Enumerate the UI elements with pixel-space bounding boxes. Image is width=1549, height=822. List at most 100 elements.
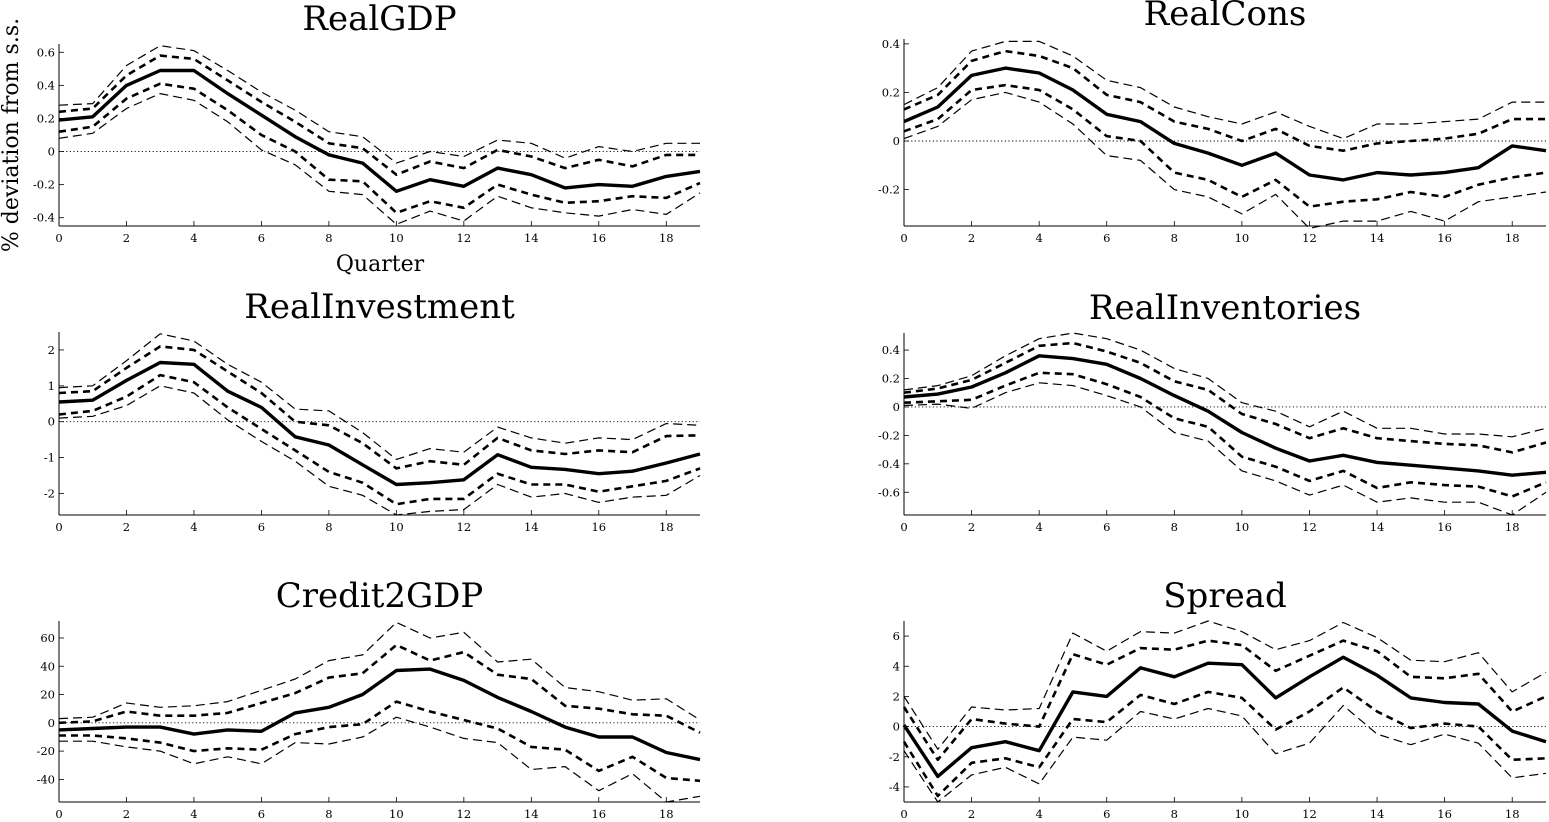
x-tick-label: 4 xyxy=(190,520,197,534)
series-line-dash-bold xyxy=(903,371,1547,498)
y-tick-label: 0 xyxy=(48,145,55,159)
x-tick-label: 16 xyxy=(1437,520,1452,534)
series-line-dash-bold xyxy=(58,643,701,734)
x-tick-label: 8 xyxy=(325,231,332,245)
panel-3: RealInventories -0.6 -0.4 -0.2 0 0.2 0.4 0 2 4 6 8 1… xyxy=(878,288,1547,534)
x-tick-label: 2 xyxy=(123,520,130,534)
x-tick-label: 16 xyxy=(1437,807,1452,821)
panel-title: Credit2GDP xyxy=(276,576,484,616)
x-tick-label: 6 xyxy=(1103,807,1110,821)
y-tick-label: 4 xyxy=(893,659,900,673)
y-tick-label: 60 xyxy=(40,631,55,645)
panel-0: RealGDP -0.4 -0.2 0 0.2 0.4 0.6 0 2 4 6 8 10 12 14 16 18 xyxy=(33,0,701,245)
x-tick-label: 14 xyxy=(524,520,539,534)
series-line-solid xyxy=(903,354,1547,477)
series-line-dash-bold xyxy=(58,82,701,215)
series-line-dash-thin xyxy=(58,45,700,164)
x-tick-label: 10 xyxy=(389,807,404,821)
series-line-dash-bold xyxy=(903,49,1546,152)
x-tick-label: 16 xyxy=(591,807,606,821)
x-tick-label: 8 xyxy=(325,807,332,821)
panel-title: RealGDP xyxy=(302,0,456,39)
x-tick-label: 4 xyxy=(1035,807,1042,821)
series-line-dash-thin xyxy=(58,621,701,721)
x-tick-label: 4 xyxy=(1035,520,1042,534)
y-tick-label: 2 xyxy=(893,689,900,703)
y-tick-label: 0 xyxy=(48,716,55,730)
x-tick-label: 0 xyxy=(55,231,62,245)
y-tick-label: 0 xyxy=(893,400,900,414)
x-tick-label: 12 xyxy=(457,231,472,245)
x-tick-label: 0 xyxy=(900,520,907,534)
x-tick-label: 16 xyxy=(591,520,606,534)
x-tick-label: 0 xyxy=(55,520,62,534)
x-tick-label: 18 xyxy=(1505,520,1520,534)
panel-title: Spread xyxy=(1163,576,1286,616)
y-tick-label: 2 xyxy=(48,343,55,357)
y-tick-label: -2 xyxy=(889,750,900,764)
x-tick-label: 2 xyxy=(968,807,975,821)
x-tick-label: 8 xyxy=(1171,231,1178,245)
x-tick-label: 10 xyxy=(1235,520,1250,534)
y-tick-label: 1 xyxy=(48,379,55,393)
panel-title: RealInvestment xyxy=(244,287,515,327)
series-line-dash-thin xyxy=(903,382,1547,516)
panel-title: RealCons xyxy=(1144,0,1307,34)
panel-4: Credit2GDP -40 -20 0 20 40 60 0 2 4 6 8 10 12 14 16 18 xyxy=(36,576,701,821)
x-tick-label: 18 xyxy=(1505,231,1520,245)
y-tick-label: 0 xyxy=(48,415,55,429)
y-tick-label: -0.2 xyxy=(33,178,55,192)
x-tick-label: 14 xyxy=(1370,520,1385,534)
x-tick-label: 6 xyxy=(258,231,265,245)
x-tick-label: 12 xyxy=(457,807,472,821)
y-tick-label: -2 xyxy=(44,486,55,500)
series-line-solid xyxy=(58,360,701,487)
x-tick-label: 14 xyxy=(1370,807,1385,821)
x-tick-label: 12 xyxy=(457,520,472,534)
figure-xlabel: Quarter xyxy=(336,252,425,277)
y-tick-label: -0.4 xyxy=(33,211,55,225)
x-tick-label: 18 xyxy=(659,520,674,534)
x-tick-label: 16 xyxy=(591,231,606,245)
x-tick-label: 4 xyxy=(190,807,197,821)
series-line-dash-thin xyxy=(59,716,701,803)
x-tick-label: 0 xyxy=(900,807,907,821)
series-line-dash-thin xyxy=(58,333,701,460)
figure-ylabel: % deviation from s.s. xyxy=(0,18,24,252)
y-tick-label: -1 xyxy=(44,451,55,465)
y-tick-label: 0.2 xyxy=(37,111,55,125)
x-tick-label: 10 xyxy=(389,520,404,534)
x-tick-label: 6 xyxy=(258,520,265,534)
x-tick-label: 16 xyxy=(1437,231,1452,245)
series-line-solid xyxy=(58,667,701,762)
series-line-dash-bold xyxy=(903,341,1547,454)
series-line-solid xyxy=(902,655,1547,779)
y-tick-label: -40 xyxy=(36,772,55,786)
y-tick-label: -0.2 xyxy=(878,183,900,197)
x-tick-label: 6 xyxy=(258,807,265,821)
y-tick-label: 20 xyxy=(40,688,55,702)
x-tick-label: 18 xyxy=(659,807,674,821)
y-tick-label: 6 xyxy=(893,629,900,643)
series-line-dash-bold xyxy=(58,345,701,470)
y-tick-label: -0.6 xyxy=(878,485,900,499)
x-tick-label: 6 xyxy=(1103,231,1110,245)
panel-1: RealCons -0.2 0 0.2 0.4 0 2 4 6 8 10 12 14 16 18 xyxy=(878,0,1547,245)
x-tick-label: 8 xyxy=(1171,807,1178,821)
x-tick-label: 14 xyxy=(1370,231,1385,245)
y-tick-label: 0.4 xyxy=(37,78,55,92)
y-tick-label: -0.4 xyxy=(878,457,900,471)
x-tick-label: 12 xyxy=(1302,807,1317,821)
x-tick-label: 0 xyxy=(900,231,907,245)
y-tick-label: 40 xyxy=(40,659,55,673)
series-line-dash-bold xyxy=(58,54,700,176)
x-tick-label: 4 xyxy=(190,231,197,245)
x-tick-label: 6 xyxy=(1103,520,1110,534)
x-tick-label: 18 xyxy=(659,231,674,245)
y-tick-label: 0.4 xyxy=(882,343,900,357)
y-tick-label: 0.6 xyxy=(37,45,55,59)
x-tick-label: 10 xyxy=(389,231,404,245)
series-line-dash-thin xyxy=(903,332,1547,438)
x-tick-label: 0 xyxy=(55,807,62,821)
